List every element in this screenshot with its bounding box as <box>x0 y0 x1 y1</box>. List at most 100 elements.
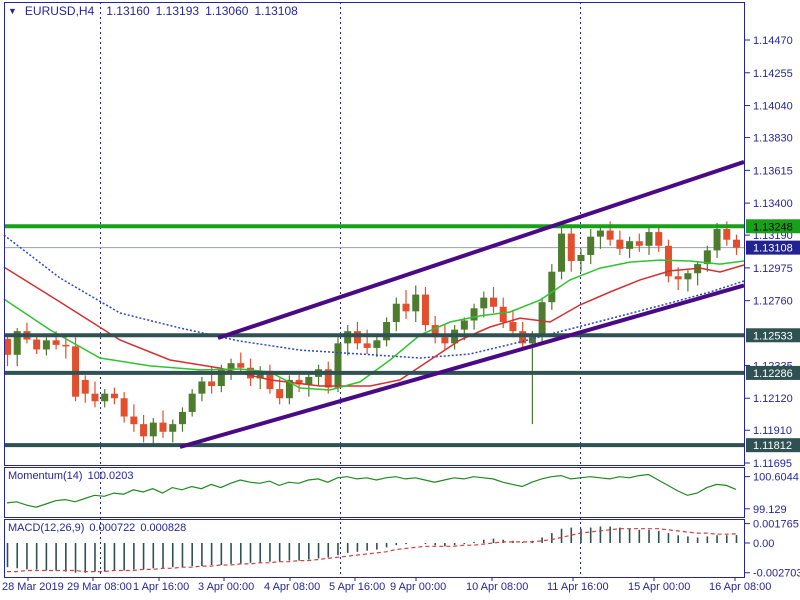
price-scale[interactable]: 1.14470 1.14255 1.14040 1.13830 1.13615 1.134… <box>745 35 800 580</box>
macd-panel-frame <box>4 519 745 578</box>
price-tick-label: 1.13615 <box>753 165 793 177</box>
price-tick-label: 1.14040 <box>753 101 793 113</box>
momentum-name: Momentum(14) <box>8 470 83 482</box>
bull-candle-body <box>587 236 595 255</box>
bull-candle-body <box>558 233 566 272</box>
bear-candle-body <box>723 229 731 240</box>
price-level-label: 1.12533 <box>753 330 793 342</box>
macd-name: MACD(12,26,9) <box>8 522 85 534</box>
time-axis-label: 16 Apr 08:00 <box>709 581 771 593</box>
bull-candle-body <box>460 320 468 330</box>
time-axis-label: 9 Apr 00:00 <box>390 581 446 593</box>
bull-candle-body <box>178 411 186 425</box>
price-tick-label: 1.12120 <box>753 393 793 405</box>
low-value: 1.13060 <box>205 4 249 18</box>
ma-fast-green <box>3 259 745 391</box>
bull-candle-body <box>305 376 313 385</box>
bear-candle-body <box>130 416 138 425</box>
bull-candle-body <box>713 229 721 251</box>
macd-axis-label: 0.001765 <box>753 519 799 531</box>
time-axis-label: 1 Apr 16:00 <box>133 581 189 593</box>
bull-candle-body <box>373 340 381 348</box>
bull-candle-body <box>13 331 21 355</box>
bull-candle-body <box>412 294 420 312</box>
bear-candle-body <box>363 343 371 348</box>
price-tick-label: 1.11910 <box>753 425 792 437</box>
bear-candle-body <box>499 306 507 323</box>
bear-candle-body <box>33 339 41 350</box>
bull-candle-body <box>334 343 342 388</box>
bear-candle-body <box>120 398 128 417</box>
momentum-panel-frame <box>4 467 745 518</box>
bear-candle-body <box>52 340 60 345</box>
price-level-label: 1.11812 <box>753 440 792 452</box>
chart-header: ▼ EURUSD,H4 1.13160 1.13193 1.13060 1.13… <box>8 4 298 18</box>
price-level-box <box>746 240 800 255</box>
symbol-marker-icon: ▼ <box>8 5 17 16</box>
bear-candle-body <box>208 381 216 387</box>
bear-candle-body <box>733 239 740 248</box>
bear-candle-body <box>159 422 167 432</box>
bull-candle-body <box>101 393 109 402</box>
channel-upper[interactable] <box>217 160 745 340</box>
momentum-line <box>6 473 737 508</box>
channel-lower[interactable] <box>179 283 745 449</box>
price-level-box <box>746 328 800 343</box>
bull-candle-body <box>285 379 293 399</box>
momentum-axis-label: 99.129 <box>753 504 787 516</box>
bear-candle-body <box>237 363 245 368</box>
macd-indicator-label: MACD(12,26,9) 0.000722 0.000828 <box>8 522 186 534</box>
macd-axis-label: -0.002703 <box>753 568 800 580</box>
time-axis-label: 5 Apr 16:00 <box>329 581 385 593</box>
bear-candle-body <box>276 389 284 399</box>
close-value: 1.13108 <box>254 4 298 18</box>
time-scale[interactable]: 28 Mar 2019 29 Mar 08:00 1 Apr 16:00 3 Apr … <box>2 577 771 593</box>
time-axis-label: 11 Apr 16:00 <box>547 581 609 593</box>
bear-candle-body <box>4 338 11 355</box>
bear-candle-body <box>567 233 575 262</box>
price-tick-label: 1.14470 <box>753 35 793 47</box>
bear-candle-body <box>81 379 89 394</box>
price-level-box <box>746 219 800 234</box>
main-panel-frame <box>4 2 745 466</box>
price-level-label: 1.13108 <box>753 243 793 255</box>
bear-candle-body <box>140 424 148 437</box>
price-level-box <box>746 438 800 453</box>
bear-candle-body <box>509 322 517 332</box>
bull-candle-body <box>470 308 478 321</box>
bull-candle-body <box>217 369 225 387</box>
ma-mid-red <box>3 264 745 387</box>
price-tick-label: 1.12760 <box>753 296 793 308</box>
bull-candle-body <box>703 250 711 265</box>
bull-candle-body <box>626 241 634 249</box>
bear-candle-body <box>324 369 332 388</box>
bull-candle-body <box>198 381 206 394</box>
price-level-box <box>746 365 800 380</box>
price-tick-label: 1.12975 <box>753 263 793 275</box>
bear-candle-body <box>62 344 70 347</box>
bull-candle-body <box>528 334 536 344</box>
price-tick-label: 1.13400 <box>753 198 793 210</box>
bear-candle-body <box>616 239 624 249</box>
bear-candle-body <box>421 294 429 326</box>
bear-candle-body <box>674 276 682 280</box>
momentum-axis-label: 100.6044 <box>753 472 799 484</box>
macd-signal-value: 0.000828 <box>140 522 187 534</box>
time-axis-label: 29 Mar 08:00 <box>67 581 132 593</box>
bull-candle-body <box>596 230 604 237</box>
time-axis-label: 15 Apr 00:00 <box>628 581 690 593</box>
time-axis-label: 3 Apr 00:00 <box>198 581 254 593</box>
bull-candle-body <box>480 297 488 309</box>
bull-candle-body <box>227 363 235 370</box>
bull-candle-body <box>577 254 585 262</box>
price-level-label: 1.12286 <box>753 368 793 380</box>
momentum-indicator-label: Momentum(14) 100.0203 <box>8 470 133 482</box>
bear-candle-body <box>431 325 439 338</box>
symbol-timeframe-label: EURUSD,H4 <box>24 4 95 18</box>
time-axis-label: 28 Mar 2019 <box>2 581 64 593</box>
bear-candle-body <box>635 241 643 246</box>
momentum-value: 100.0203 <box>87 470 134 482</box>
time-axis-label: 4 Apr 08:00 <box>264 581 320 593</box>
